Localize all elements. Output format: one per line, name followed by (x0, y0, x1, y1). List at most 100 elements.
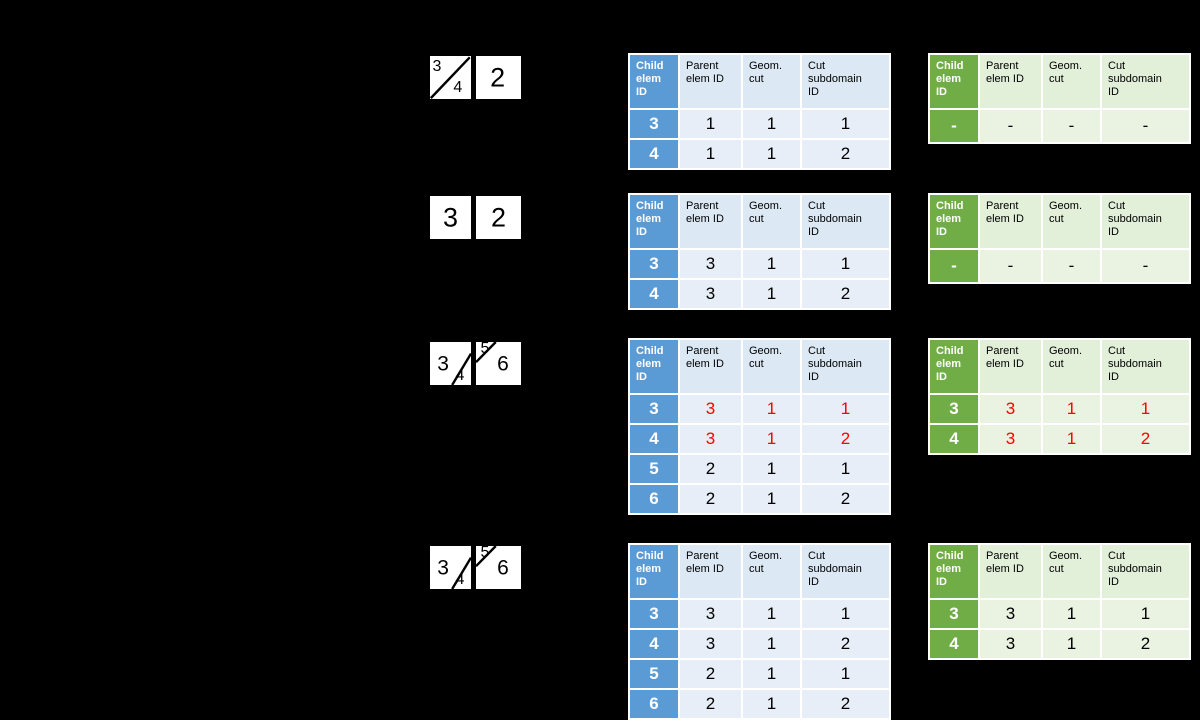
child-elem-id-cell: 3 (628, 598, 680, 630)
column-header-1: Child elem ID (928, 543, 980, 600)
value-cell: 3 (978, 423, 1043, 455)
child-elem-id-cell: 4 (928, 423, 980, 455)
case-1-square-2: 2 (476, 56, 521, 99)
case-3-blue-header-row: Child elem ID Parent elem ID Geom. cut Cut … (628, 338, 891, 395)
value-cell: 1 (741, 598, 802, 630)
value-cell: 2 (678, 483, 743, 515)
column-header-3: Geom. cut (741, 338, 802, 395)
value-cell: 1 (741, 628, 802, 660)
case-2-square-2: 2 (476, 196, 521, 239)
column-header-4: Cut subdomain ID (800, 53, 891, 110)
case-1-blue-table: Child elem ID Parent elem ID Geom. cut Cut … (628, 53, 891, 170)
child-elem-id-cell: 3 (628, 393, 680, 425)
value-cell: 1 (800, 658, 891, 690)
column-header-4: Cut subdomain ID (800, 338, 891, 395)
value-cell: 3 (678, 248, 743, 280)
value-cell: 1 (741, 138, 802, 170)
case-1-green-header-row: Child elem ID Parent elem ID Geom. cut Cut … (928, 53, 1191, 110)
child-elem-id-cell: - (928, 108, 980, 144)
value-cell: 3 (678, 423, 743, 455)
column-header-1: Child elem ID (928, 338, 980, 395)
value-cell: 1 (741, 688, 802, 720)
case-3-blue-table: Child elem ID Parent elem ID Geom. cut Cut … (628, 338, 891, 515)
square-label-6: 6 (497, 352, 509, 375)
value-cell: 3 (678, 393, 743, 425)
geometric-cut-line (429, 56, 471, 99)
value-cell: - (978, 248, 1043, 284)
square-label-2: 2 (490, 202, 507, 233)
child-elem-id-cell: 4 (628, 138, 680, 170)
square-label-3: 3 (442, 202, 459, 233)
square-label-5: 5 (480, 340, 490, 358)
value-cell: 2 (1100, 628, 1191, 660)
child-elem-id-cell: 4 (628, 423, 680, 455)
column-header-2: Parent elem ID (978, 543, 1043, 600)
case-2-green-header-row: Child elem ID Parent elem ID Geom. cut Cut … (928, 193, 1191, 250)
child-elem-id-cell: 3 (928, 598, 980, 630)
child-elem-id-cell: 6 (628, 483, 680, 515)
square-label-3: 3 (437, 352, 449, 375)
value-cell: 2 (678, 453, 743, 485)
value-cell: - (1041, 248, 1102, 284)
column-header-2: Parent elem ID (678, 53, 743, 110)
case-3-green-header-row: Child elem ID Parent elem ID Geom. cut Cut … (928, 338, 1191, 395)
value-cell: 2 (800, 138, 891, 170)
column-header-1: Child elem ID (628, 543, 680, 600)
case-1-green-table: Child elem ID Parent elem ID Geom. cut Cut … (928, 53, 1191, 144)
case-4-blue-table: Child elem ID Parent elem ID Geom. cut Cut … (628, 543, 891, 720)
geometric-cut-line (475, 545, 497, 568)
value-cell: - (978, 108, 1043, 144)
column-header-2: Parent elem ID (678, 338, 743, 395)
child-elem-id-cell: 6 (628, 688, 680, 720)
column-header-2: Parent elem ID (678, 193, 743, 250)
value-cell: 3 (678, 628, 743, 660)
case-2-blue-table: Child elem ID Parent elem ID Geom. cut Cut … (628, 193, 891, 310)
value-cell: 1 (741, 453, 802, 485)
value-cell: 1 (800, 453, 891, 485)
value-cell: 1 (741, 483, 802, 515)
case-4-blue-header-row: Child elem ID Parent elem ID Geom. cut Cut … (628, 543, 891, 600)
square-label-4: 4 (455, 366, 465, 384)
value-cell: 1 (1041, 423, 1102, 455)
column-header-3: Geom. cut (1041, 53, 1102, 110)
value-cell: 1 (800, 598, 891, 630)
child-elem-id-cell: 5 (628, 453, 680, 485)
value-cell: - (1100, 248, 1191, 284)
child-elem-id-cell: 4 (928, 628, 980, 660)
value-cell: 3 (678, 278, 743, 310)
column-header-4: Cut subdomain ID (800, 543, 891, 600)
value-cell: 1 (741, 278, 802, 310)
column-header-4: Cut subdomain ID (1100, 338, 1191, 395)
case-1-green-data-row-1: ---- (928, 108, 1191, 144)
child-elem-id-cell: 4 (628, 278, 680, 310)
value-cell: 1 (800, 393, 891, 425)
value-cell: - (1041, 108, 1102, 144)
column-header-3: Geom. cut (1041, 543, 1102, 600)
column-header-3: Geom. cut (1041, 338, 1102, 395)
value-cell: 1 (1100, 598, 1191, 630)
column-header-1: Child elem ID (628, 193, 680, 250)
column-header-1: Child elem ID (928, 193, 980, 250)
case-3-green-table: Child elem ID Parent elem ID Geom. cut Cut … (928, 338, 1191, 455)
value-cell: 1 (1041, 598, 1102, 630)
column-header-2: Parent elem ID (978, 53, 1043, 110)
column-header-3: Geom. cut (741, 193, 802, 250)
value-cell: 2 (678, 688, 743, 720)
child-elem-id-cell: 4 (628, 628, 680, 660)
value-cell: 1 (1041, 628, 1102, 660)
square-label-2: 2 (490, 62, 506, 92)
column-header-1: Child elem ID (928, 53, 980, 110)
